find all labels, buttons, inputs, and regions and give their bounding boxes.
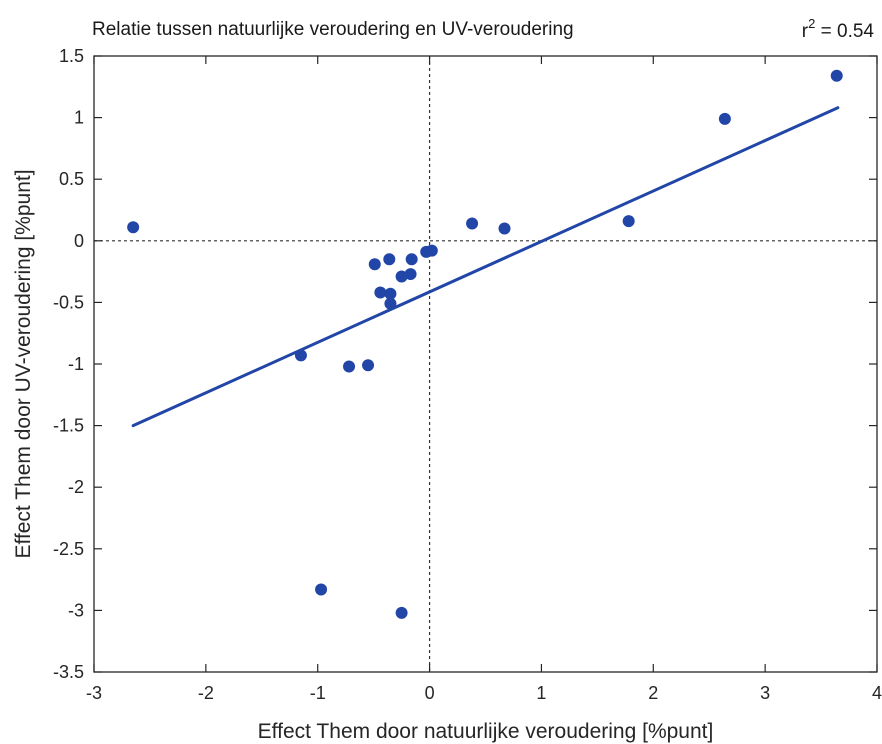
y-tick-label: 1: [74, 108, 84, 128]
fit-line: [131, 106, 840, 428]
x-axis-ticks: -3 -2 -1 0 1 2 3 4: [86, 56, 882, 703]
data-point-16: [425, 244, 438, 257]
y-tick-label: -2.5: [53, 539, 84, 559]
x-tick-label: 3: [760, 683, 770, 703]
data-point-21: [830, 69, 843, 82]
data-point-13: [404, 268, 417, 281]
data-point-19: [622, 215, 635, 228]
x-tick-label: 4: [872, 683, 882, 703]
y-axis-ticks: -3.5 -3 -2.5 -2 -1.5 -1 -0.5 0 0.5 1 1.5: [53, 46, 877, 682]
y-tick-label: -0.5: [53, 292, 84, 312]
x-tick-label: 2: [648, 683, 658, 703]
data-point-1: [127, 221, 140, 234]
chart-title: Relatie tussen natuurlijke veroudering e…: [92, 19, 574, 40]
data-point-8: [383, 253, 396, 266]
data-point-4: [362, 359, 375, 372]
data-point-10: [384, 287, 397, 300]
fit-line-group: [131, 106, 840, 428]
data-point-11: [384, 297, 397, 310]
x-tick-label: 1: [536, 683, 546, 703]
data-point-9: [374, 286, 387, 299]
x-axis-label: Effect Them door natuurlijke veroudering…: [258, 720, 714, 743]
r-squared-annotation: r2 = 0.54: [802, 16, 875, 42]
data-point-6: [395, 606, 408, 619]
y-tick-label: -1.5: [53, 416, 84, 436]
x-tick-label: -2: [198, 683, 214, 703]
r-squared-value: = 0.54: [815, 21, 874, 42]
x-tick-label: -3: [86, 683, 102, 703]
reference-lines: [94, 56, 877, 672]
y-tick-label: 0.5: [59, 169, 84, 189]
data-point-3: [343, 360, 356, 373]
x-tick-label: -1: [310, 683, 326, 703]
r-squared-base: r: [802, 21, 809, 42]
data-point-2: [294, 349, 307, 362]
y-tick-label: -3: [68, 600, 84, 620]
r-squared-exponent: 2: [808, 16, 815, 31]
y-tick-label: 1.5: [59, 46, 84, 66]
x-tick-label: 0: [425, 683, 435, 703]
data-point-5: [315, 583, 328, 596]
data-point-18: [498, 222, 511, 235]
data-points: [127, 69, 843, 619]
data-point-7: [368, 258, 381, 271]
y-tick-label: -1: [68, 354, 84, 374]
y-tick-label: -2: [68, 477, 84, 497]
data-point-14: [405, 253, 418, 266]
data-point-20: [718, 112, 731, 125]
data-point-17: [466, 217, 479, 230]
y-tick-label: 0: [74, 231, 84, 251]
y-axis-label: Effect Them door UV-veroudering [%punt]: [12, 169, 35, 558]
y-tick-label: -3.5: [53, 662, 84, 682]
